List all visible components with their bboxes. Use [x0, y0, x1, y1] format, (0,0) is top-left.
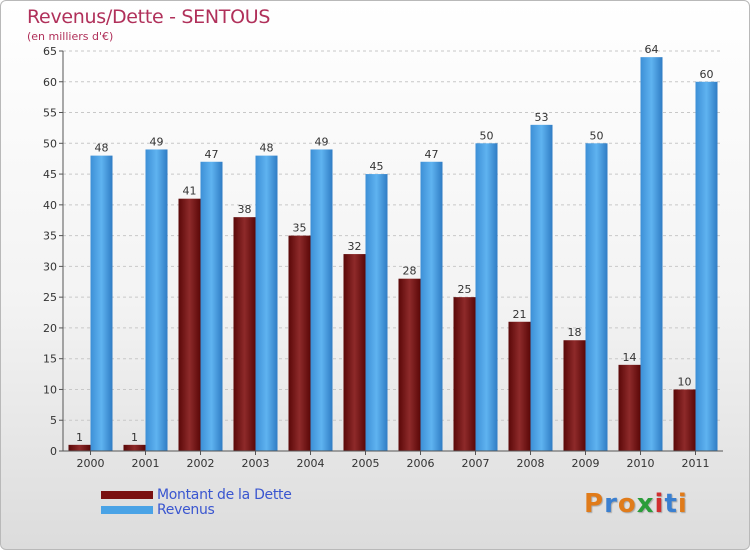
y-tick-label: 45 — [43, 168, 57, 181]
y-tick-label: 5 — [50, 414, 57, 427]
logo-letter: P — [584, 489, 605, 519]
y-tick-label: 10 — [43, 383, 57, 396]
data-label: 64 — [645, 43, 659, 56]
data-label: 47 — [425, 148, 439, 161]
data-label: 47 — [205, 148, 219, 161]
x-tick-label: 2006 — [407, 457, 435, 470]
labels-layer: 1 48 1 49 41 47 38 48 35 49 32 45 28 47 25 50 21 53 18 50 14… — [76, 43, 714, 444]
x-tick-label: 2003 — [242, 457, 270, 470]
x-tick-label: 2009 — [572, 457, 600, 470]
data-label: 53 — [535, 111, 549, 124]
bar-dette — [453, 297, 476, 451]
bar-dette — [398, 278, 421, 451]
legend-swatch-revenus — [101, 505, 153, 514]
bar-dette — [563, 340, 586, 451]
bar-revenus — [475, 143, 498, 452]
data-label: 18 — [568, 326, 582, 339]
bar-dette — [233, 217, 256, 451]
y-tick-label: 35 — [43, 230, 57, 243]
legend-swatch-dette — [101, 490, 153, 499]
y-tick-label: 0 — [50, 445, 57, 458]
bar-dette — [343, 254, 366, 451]
bar-dette — [618, 364, 641, 451]
data-label: 28 — [403, 265, 417, 278]
data-label: 1 — [131, 431, 138, 444]
y-tick-label: 30 — [43, 260, 57, 273]
logo-letter: x — [636, 489, 655, 519]
x-tick-label: 2005 — [352, 457, 380, 470]
legend-item-revenus: Revenus — [101, 501, 292, 518]
data-label: 21 — [513, 308, 527, 321]
logo-letter: i — [654, 489, 665, 519]
bar-revenus — [420, 161, 443, 451]
data-label: 38 — [238, 203, 252, 216]
data-label: 41 — [183, 185, 197, 198]
bar-dette — [508, 321, 531, 451]
logo-letter: t — [664, 489, 678, 519]
bar-revenus — [255, 155, 278, 451]
bar-revenus — [585, 143, 608, 452]
legend-item-dette: Montant de la Dette — [101, 486, 292, 503]
y-tick-label: 65 — [43, 45, 57, 58]
legend-label-revenus: Revenus — [157, 501, 215, 518]
y-tick-label: 20 — [43, 322, 57, 335]
grid-layer — [63, 50, 723, 452]
data-label: 35 — [293, 222, 307, 235]
data-label: 60 — [700, 68, 714, 81]
x-tick-label: 2000 — [77, 457, 105, 470]
data-label: 1 — [76, 431, 83, 444]
chart-subtitle: (en milliers d'€) — [27, 30, 114, 43]
x-tick-label: 2002 — [187, 457, 215, 470]
bar-dette — [178, 198, 201, 451]
data-label: 48 — [260, 142, 274, 155]
bar-revenus — [90, 155, 113, 451]
data-label: 14 — [623, 351, 637, 364]
bar-dette — [123, 444, 146, 451]
bar-revenus — [640, 57, 663, 452]
data-label: 45 — [370, 160, 384, 173]
data-label: 49 — [150, 135, 164, 148]
y-tick-label: 50 — [43, 137, 57, 150]
bar-revenus — [530, 124, 553, 451]
y-tick-label: 15 — [43, 353, 57, 366]
bar-dette — [68, 444, 91, 451]
y-tick-label: 55 — [43, 107, 57, 120]
y-tick-label: 40 — [43, 199, 57, 212]
data-label: 50 — [590, 129, 604, 142]
axis-layer: 0 5 10 15 20 25 30 35 40 45 50 55 60 65 2000 2001 2002 20… — [43, 45, 723, 470]
x-tick-label: 2001 — [132, 457, 160, 470]
x-tick-label: 2010 — [627, 457, 655, 470]
x-tick-label: 2004 — [297, 457, 325, 470]
logo-letter: i — [677, 489, 688, 519]
data-label: 10 — [678, 375, 692, 388]
proxiti-logo: Proxiti — [584, 489, 688, 519]
data-label: 48 — [95, 142, 109, 155]
bar-revenus — [695, 81, 718, 452]
x-tick-label: 2007 — [462, 457, 490, 470]
bar-dette — [288, 235, 311, 451]
bar-revenus — [310, 149, 333, 451]
data-label: 32 — [348, 240, 362, 253]
bar-dette — [673, 389, 696, 451]
x-tick-label: 2011 — [682, 457, 710, 470]
bar-revenus — [365, 174, 388, 452]
bars-layer — [68, 57, 718, 452]
logo-letter: r — [604, 489, 618, 519]
data-label: 49 — [315, 135, 329, 148]
logo-letter: o — [617, 489, 637, 519]
y-tick-label: 25 — [43, 291, 57, 304]
data-label: 25 — [458, 283, 472, 296]
bar-revenus — [145, 149, 168, 451]
bar-revenus — [200, 161, 223, 451]
legend: Montant de la Dette Revenus — [101, 486, 292, 518]
y-tick-label: 60 — [43, 76, 57, 89]
legend-label-dette: Montant de la Dette — [157, 486, 292, 503]
x-tick-label: 2008 — [517, 457, 545, 470]
chart-title: Revenus/Dette - SENTOUS — [27, 6, 271, 28]
data-label: 50 — [480, 129, 494, 142]
